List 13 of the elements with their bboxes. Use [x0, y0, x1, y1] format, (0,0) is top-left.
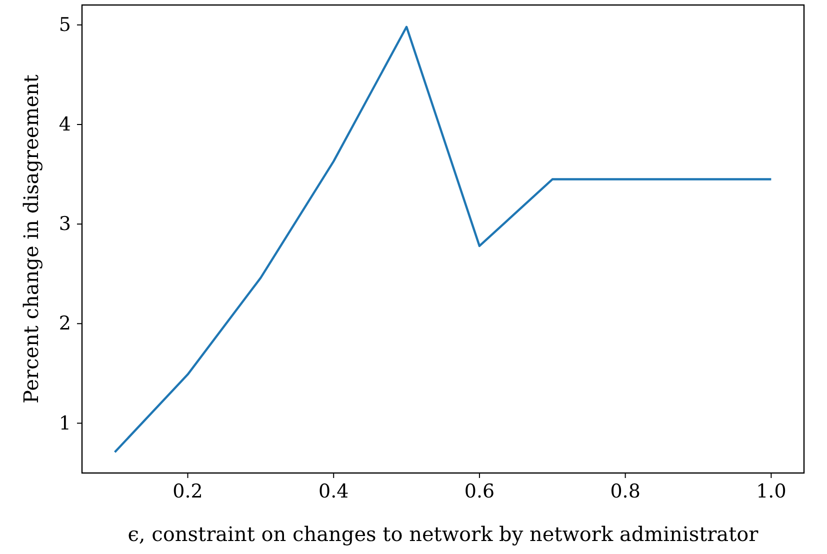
- x-tick-label: 0.4: [318, 480, 349, 502]
- x-axis-title: ϵ, constraint on changes to network by network administrator: [128, 522, 759, 546]
- y-tick-label: 2: [58, 312, 71, 335]
- x-tick-label: 0.2: [172, 480, 203, 502]
- line-series: [114, 26, 772, 454]
- y-tick-label: 5: [58, 14, 71, 36]
- x-tick-label: 0.6: [464, 480, 495, 502]
- x-tick-label: 1.0: [756, 480, 786, 502]
- y-tick-label: 3: [58, 213, 71, 236]
- y-tick-label: 1: [58, 412, 71, 434]
- y-tick-label: 4: [58, 114, 71, 136]
- x-tick-label: 0.8: [610, 480, 640, 502]
- y-axis-title: Percent change in disagreement: [19, 74, 43, 404]
